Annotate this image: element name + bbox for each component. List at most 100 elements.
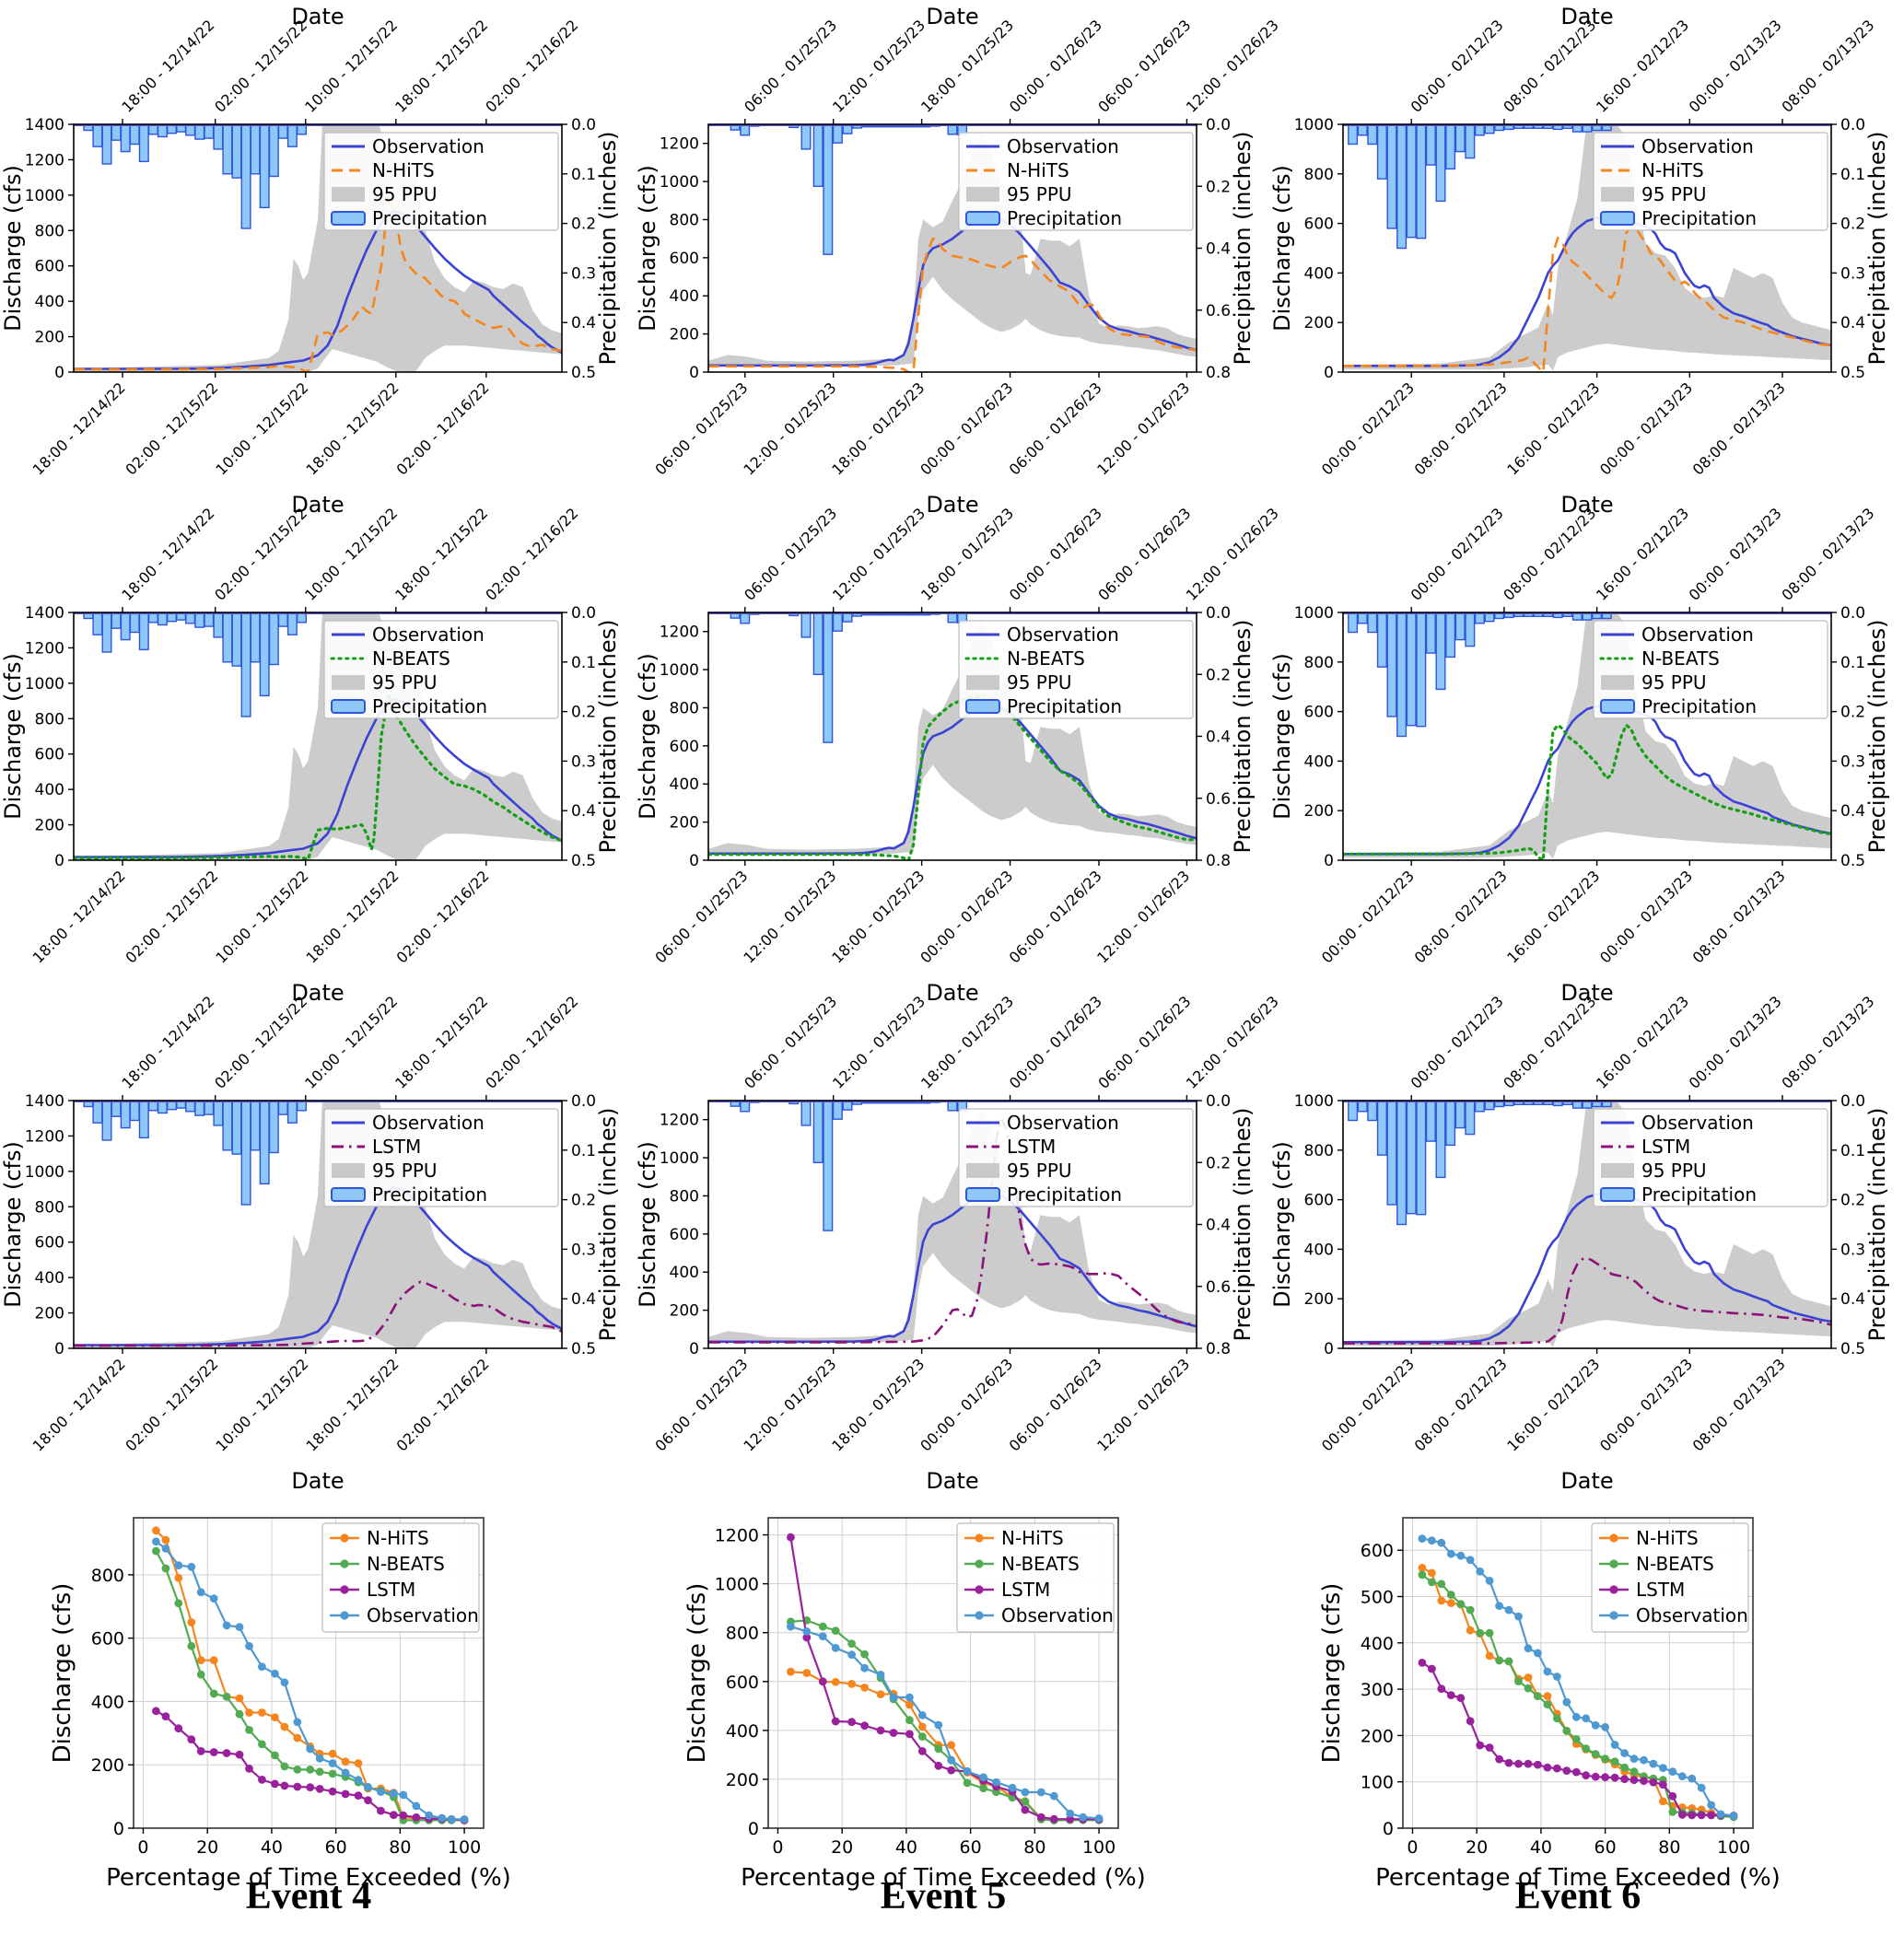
- precip-tick-label: 0.2: [1840, 216, 1865, 234]
- precip-bar: [286, 612, 298, 635]
- x-tick-label-bottom: 12:00 - 01/26/23: [1093, 379, 1193, 478]
- y-tick-label: 0: [689, 852, 699, 870]
- precip-bars: [1348, 124, 1612, 250]
- precip-bar: [111, 1101, 122, 1117]
- legend-label: Observation: [1007, 135, 1119, 157]
- discharge-axis-title: Discharge (cfs): [635, 653, 660, 820]
- x-tick-label-bottom: 12:00 - 01/25/23: [740, 867, 839, 966]
- series-marker: [876, 1726, 885, 1735]
- y-tick-label: 800: [35, 222, 64, 240]
- precip-bar: [1543, 124, 1554, 130]
- ppu-band: [708, 622, 1197, 855]
- legend-sample-marker: [340, 1533, 349, 1543]
- ppu-band: [708, 1110, 1197, 1343]
- legend-label: N-HiTS: [1007, 159, 1069, 181]
- series-marker: [1514, 1612, 1523, 1621]
- x-tick-label-top: 00:00 - 02/12/23: [1408, 993, 1507, 1092]
- legend-sample-marker: [975, 1533, 984, 1543]
- precip-bar: [1357, 124, 1368, 136]
- precip-bar: [1396, 124, 1408, 250]
- series-marker: [860, 1721, 869, 1730]
- precip-tick-label: 0.2: [1206, 1154, 1231, 1172]
- precip-bar: [222, 124, 233, 175]
- legend-sample-patch: [1601, 187, 1634, 202]
- precip-bar: [1552, 1101, 1563, 1107]
- discharge-axis-title: Discharge (cfs): [1269, 165, 1295, 332]
- x-tick-label-top: 16:00 - 02/12/23: [1593, 505, 1692, 604]
- precip-tick-label: 0.4: [1206, 1217, 1231, 1235]
- precip-bar: [111, 612, 122, 629]
- precip-bar: [1454, 612, 1466, 641]
- series-marker: [876, 1690, 885, 1698]
- series-marker: [328, 1749, 337, 1758]
- precip-bar: [1582, 1101, 1593, 1109]
- legend-label: N-HiTS: [367, 1527, 429, 1549]
- series-marker: [1079, 1813, 1088, 1822]
- precip-tick-label: 0.4: [571, 314, 596, 332]
- precip-bar: [1503, 124, 1514, 131]
- legend-label: Observation: [1641, 135, 1754, 157]
- y-tick-label: 0: [54, 1340, 64, 1358]
- model-line-N-BEATS: [74, 693, 562, 860]
- x-tick-label-top: 18:00 - 01/25/23: [917, 505, 1017, 604]
- legend-label: N-BEATS: [1641, 647, 1720, 670]
- precip-bar: [1582, 124, 1593, 133]
- precip-bar: [277, 124, 288, 139]
- y-tick-label: 0: [113, 1819, 124, 1839]
- precip-bar: [1386, 1101, 1397, 1206]
- precip-bar: [1533, 1101, 1544, 1106]
- plot-frame: [1342, 612, 1832, 861]
- precip-bar: [1396, 612, 1408, 738]
- y-tick-label: 1200: [715, 1526, 759, 1546]
- series-marker: [1514, 1759, 1523, 1768]
- x-tick-label-top: 18:00 - 12/15/22: [391, 17, 491, 116]
- series-marker: [412, 1801, 421, 1811]
- series-marker: [1456, 1694, 1466, 1703]
- series-marker: [280, 1722, 289, 1731]
- precip-bar: [1533, 124, 1544, 130]
- precip-bar: [204, 124, 215, 139]
- x-tick-label-bottom: 00:00 - 02/13/23: [1596, 1355, 1696, 1454]
- y-tick-label: 200: [1361, 1726, 1394, 1746]
- legend-sample-patch: [332, 675, 365, 690]
- precip-bar: [1533, 612, 1544, 618]
- x-tick-label-top: 18:00 - 12/15/22: [391, 505, 491, 604]
- x-tick-label: 100: [1717, 1837, 1750, 1858]
- precip-bar: [120, 612, 131, 641]
- fdc-series-Observation: [1418, 1534, 1738, 1820]
- precip-bar: [268, 612, 279, 666]
- precip-bar: [842, 612, 853, 623]
- precip-bar: [222, 1101, 233, 1151]
- x-tick-label-bottom: 00:00 - 02/13/23: [1596, 867, 1696, 966]
- series-marker: [1008, 1783, 1017, 1792]
- x-tick-label-bottom: 12:00 - 01/25/23: [740, 1355, 839, 1454]
- date-title-bottom: Date: [291, 1468, 344, 1494]
- series-marker: [1659, 1764, 1667, 1772]
- precip-tick-label: 0.8: [1206, 364, 1231, 382]
- date-title-top: Date: [291, 4, 344, 29]
- series-marker: [1466, 1626, 1475, 1635]
- x-tick-label-bottom: 16:00 - 02/12/23: [1503, 379, 1603, 478]
- series-marker: [209, 1689, 218, 1698]
- precip-bar: [1376, 124, 1387, 180]
- series-marker: [280, 1678, 289, 1687]
- series-marker: [315, 1785, 324, 1793]
- series-marker: [1504, 1605, 1513, 1614]
- series-marker: [1707, 1811, 1716, 1820]
- series-marker: [235, 1750, 244, 1759]
- y-axis-right: 0.0 0.1 0.2 0.3 0.4 0.5: [1831, 604, 1865, 870]
- legend-label: Precipitation: [1641, 207, 1757, 229]
- series-marker: [196, 1656, 205, 1665]
- y-tick-label: 800: [1304, 166, 1334, 184]
- series-marker: [425, 1811, 434, 1820]
- precip-axis-title: Precipitation (inches): [595, 620, 621, 854]
- x-tick-label-bottom: 02:00 - 12/15/22: [122, 1355, 221, 1454]
- precip-tick-label: 0.5: [1840, 1340, 1865, 1358]
- precip-bar: [740, 124, 751, 136]
- precip-tick-label: 0.8: [1206, 1340, 1231, 1358]
- series-marker: [847, 1680, 856, 1688]
- legend-box: [1593, 1108, 1828, 1207]
- legend-label: Observation: [372, 135, 485, 157]
- series-marker: [905, 1700, 914, 1709]
